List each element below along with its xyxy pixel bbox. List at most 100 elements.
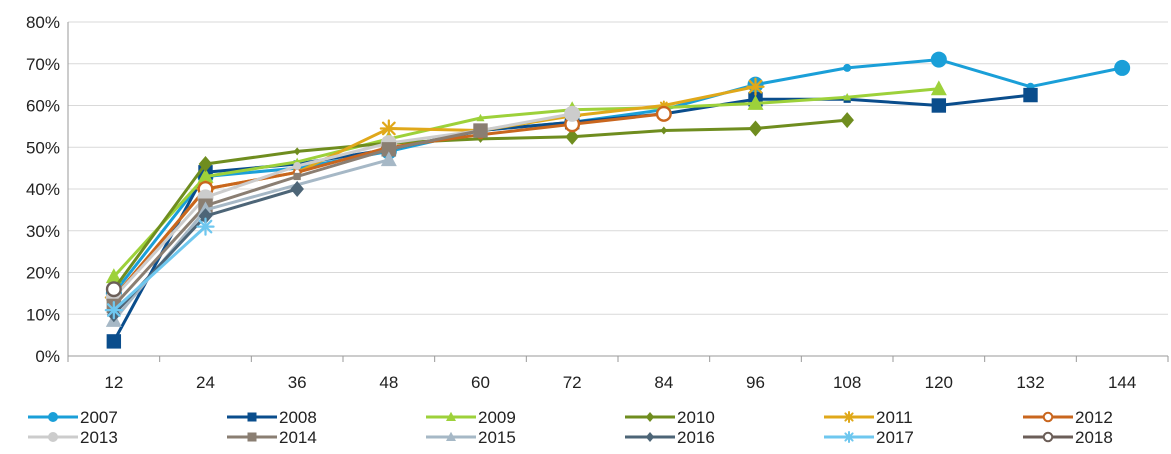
- data-point: [105, 281, 122, 298]
- legend-item: 2011: [824, 408, 913, 427]
- star-stroke: [844, 412, 854, 422]
- legend-item: 2014: [227, 428, 317, 447]
- legend-item: 2010: [625, 408, 715, 427]
- y-tick-label: 80%: [26, 13, 60, 32]
- legend-swatch-marker: [247, 432, 257, 442]
- legend-label: 2010: [677, 408, 715, 427]
- legend-label: 2018: [1075, 428, 1113, 447]
- data-point: [565, 128, 579, 145]
- x-tick-label: 144: [1108, 373, 1136, 392]
- data-point: [660, 126, 668, 135]
- legend-label: 2014: [279, 428, 317, 447]
- data-point: [473, 123, 488, 138]
- data-point: [930, 51, 947, 68]
- data-point: [197, 168, 214, 183]
- legend-label: 2015: [478, 428, 516, 447]
- x-tick-label: 12: [104, 373, 123, 392]
- star-stroke: [844, 432, 854, 442]
- y-tick-label: 70%: [26, 55, 60, 74]
- y-tick-label: 20%: [26, 264, 60, 283]
- legend-swatch-marker: [645, 432, 655, 442]
- legend-item: 2013: [28, 428, 118, 447]
- legend-item: 2017: [824, 428, 914, 447]
- legend-label: 2013: [80, 428, 118, 447]
- legend-item: 2009: [426, 408, 516, 427]
- data-point: [476, 113, 485, 122]
- legend: 2007 2008 2009 2010 2011 2012 2013 2014 2015 2016…: [28, 408, 1113, 447]
- legend-label: 2016: [677, 428, 715, 447]
- data-point: [930, 80, 947, 96]
- y-tick-label: 10%: [26, 305, 60, 324]
- data-point: [196, 217, 215, 236]
- data-point: [104, 300, 123, 320]
- series-2018: [105, 281, 122, 298]
- x-tick-label: 120: [925, 373, 953, 392]
- x-tick-label: 132: [1016, 373, 1044, 392]
- legend-item: 2007: [28, 408, 118, 427]
- legend-label: 2009: [478, 408, 516, 427]
- legend-label: 2008: [279, 408, 317, 427]
- legend-swatch-marker: [446, 431, 456, 441]
- data-point: [931, 98, 947, 113]
- legend-label: 2011: [876, 408, 913, 427]
- series-2007: [105, 51, 1131, 302]
- data-point: [748, 120, 763, 137]
- series-2009: [105, 80, 947, 284]
- star-stroke: [106, 303, 121, 317]
- data-point: [843, 92, 852, 101]
- x-tick-label: 36: [288, 373, 307, 392]
- gridlines: [68, 21, 1168, 357]
- data-point: [198, 155, 213, 172]
- x-tick-label: 72: [563, 373, 582, 392]
- x-tick-label: 108: [833, 373, 861, 392]
- legend-item: 2018: [1023, 428, 1113, 447]
- legend-swatch-marker: [645, 412, 655, 422]
- star-stroke: [198, 219, 213, 234]
- series-lines: [104, 51, 1131, 349]
- legend-item: 2012: [1023, 408, 1113, 427]
- y-tick-label: 60%: [26, 97, 60, 116]
- star-stroke: [381, 121, 396, 136]
- legend-item: 2015: [426, 428, 516, 447]
- x-tick-label: 96: [746, 373, 765, 392]
- data-point: [198, 208, 213, 225]
- data-point: [840, 112, 854, 129]
- y-tick-label: 50%: [26, 138, 60, 157]
- data-point: [380, 151, 397, 167]
- legend-label: 2007: [80, 408, 118, 427]
- y-tick-label: 30%: [26, 222, 60, 241]
- series-line: [112, 58, 1123, 295]
- data-point: [1114, 59, 1131, 76]
- x-tick-label: 60: [471, 373, 490, 392]
- legend-label: 2017: [876, 428, 914, 447]
- data-point: [564, 105, 581, 122]
- data-point: [1023, 87, 1038, 103]
- legend-swatch-marker: [843, 431, 855, 443]
- legend-item: 2016: [625, 428, 715, 447]
- legend-label: 2012: [1075, 408, 1113, 427]
- legend-swatch-marker: [1042, 411, 1054, 423]
- star-stroke: [748, 79, 763, 94]
- data-point: [746, 77, 765, 96]
- legend-swatch-marker: [48, 432, 58, 442]
- data-point: [290, 181, 304, 197]
- legend-swatch-marker: [446, 411, 456, 421]
- legend-swatch-marker: [843, 411, 855, 423]
- legend-swatch-marker: [48, 412, 58, 422]
- data-point: [381, 142, 397, 157]
- axes: 0% 10% 20% 30% 40% 50% 60% 70% 80% 12 24 36 48 60 72 84…: [26, 13, 1169, 392]
- x-tick-label: 24: [196, 373, 215, 392]
- data-point: [105, 268, 122, 284]
- x-tick-label: 48: [379, 373, 398, 392]
- legend-item: 2008: [227, 408, 317, 427]
- data-point: [379, 119, 398, 138]
- data-point: [655, 105, 672, 122]
- data-point: [293, 147, 301, 156]
- legend-swatch-marker: [1042, 431, 1054, 443]
- data-point: [293, 172, 301, 181]
- y-tick-label: 40%: [26, 180, 60, 199]
- data-point: [293, 162, 302, 171]
- data-point: [747, 95, 764, 110]
